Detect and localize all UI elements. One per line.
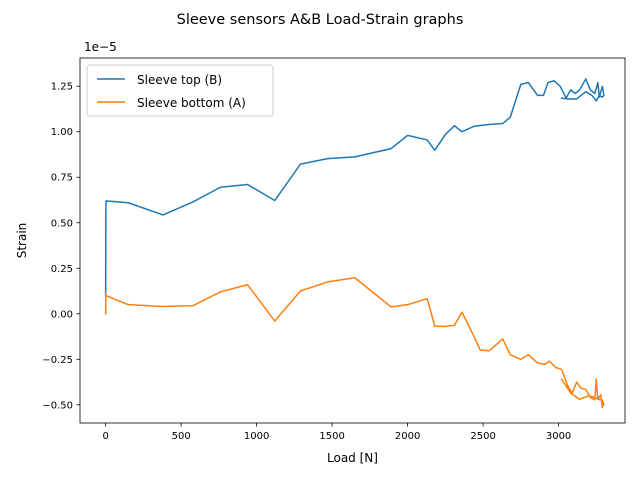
axes-frame	[79, 57, 626, 424]
y-axis-scale-label: 1e−5	[84, 40, 117, 54]
series-line-sleeve-bottom	[104, 276, 605, 409]
y-tick-label: −0.25	[42, 355, 73, 366]
legend-label-sleeve-top: Sleeve top (B)	[137, 73, 222, 87]
series-layer	[104, 78, 605, 409]
y-tick-label: 0.75	[51, 173, 73, 184]
legend-box	[86, 64, 274, 117]
x-axis-label: Load [N]	[327, 451, 378, 465]
chart-title: Sleeve sensors A&B Load-Strain graphs	[177, 12, 464, 28]
x-tick-label: 0	[102, 431, 108, 442]
x-tick-label: 3000	[546, 431, 571, 442]
legend: Sleeve top (B) Sleeve bottom (A)	[86, 64, 274, 117]
plot-area: 0 500 1000 1500 2000 2500 3000 −0.50 −0.25 0.00 0…	[42, 57, 626, 442]
y-tick-label: −0.50	[42, 400, 73, 411]
x-tick-label: 2500	[470, 431, 495, 442]
y-tick-label: 0.25	[51, 264, 73, 275]
x-tick-label: 500	[172, 431, 191, 442]
x-tick-label: 2000	[395, 431, 420, 442]
x-tick-label: 1500	[319, 431, 344, 442]
y-tick-label: 0.00	[51, 309, 73, 320]
y-axis-ticks: −0.50 −0.25 0.00 0.25 0.50 0.75 1.00 1.25	[42, 82, 80, 411]
x-axis-ticks: 0 500 1000 1500 2000 2500 3000	[102, 423, 571, 442]
x-tick-label: 1000	[244, 431, 269, 442]
y-axis-label: Strain	[15, 223, 29, 259]
legend-label-sleeve-bottom: Sleeve bottom (A)	[137, 96, 246, 110]
series-line-sleeve-top	[104, 78, 605, 297]
y-tick-label: 1.25	[51, 82, 73, 93]
y-tick-label: 0.50	[51, 218, 73, 229]
y-tick-label: 1.00	[51, 127, 73, 138]
